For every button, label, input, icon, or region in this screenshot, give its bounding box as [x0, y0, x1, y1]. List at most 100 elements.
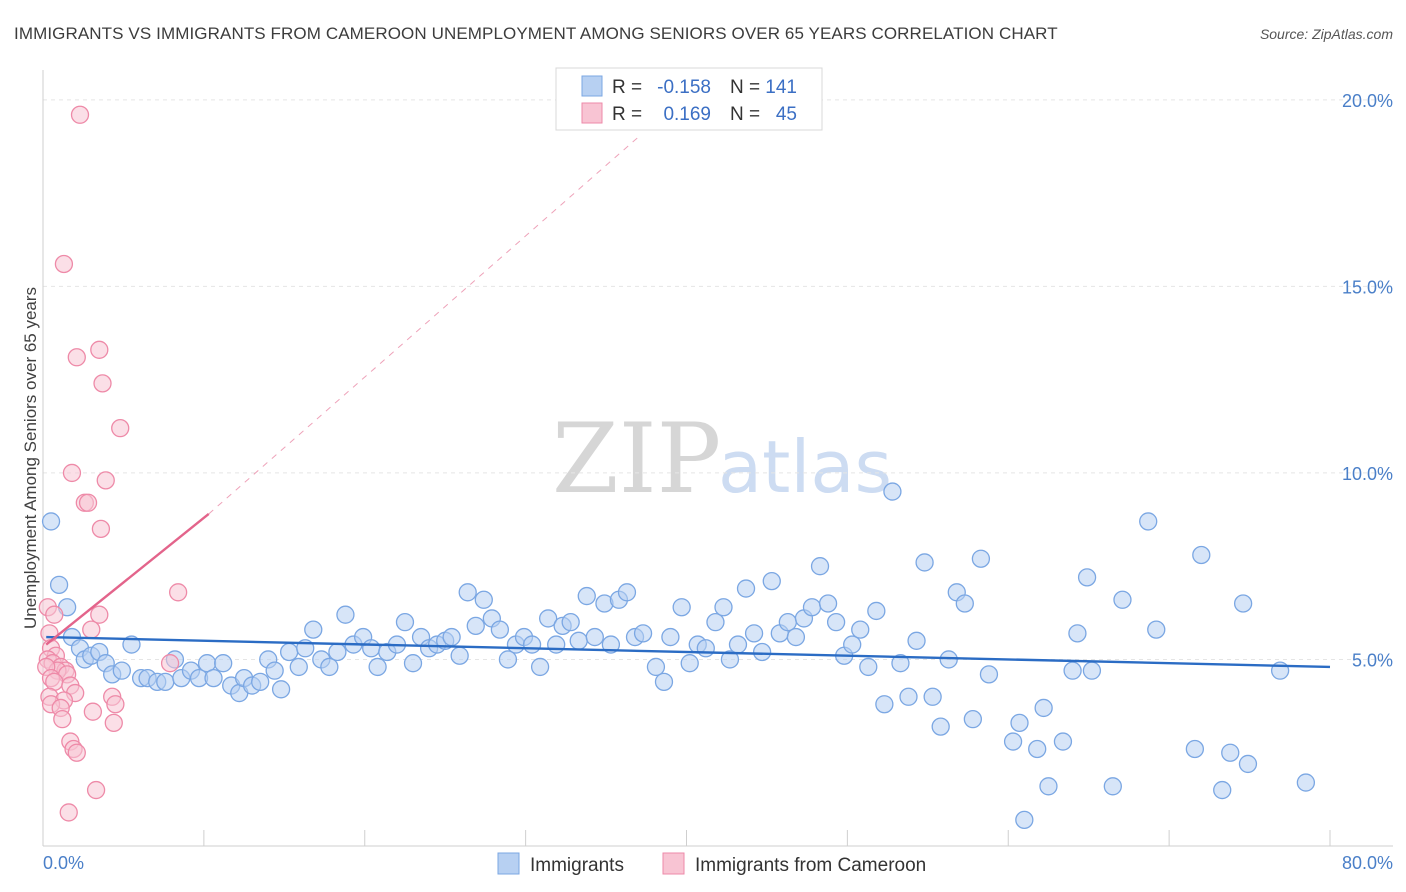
immigrants-point-1: [49, 575, 69, 594]
cameroon-point-42: [67, 743, 86, 762]
immigrants-point-85: [720, 650, 740, 669]
immigrants-point-55: [474, 590, 493, 609]
immigrants-point-15: [156, 672, 175, 691]
y-tick-label-5: 5.0%: [1352, 650, 1393, 670]
legend-r-value-cameroon: 0.169: [663, 104, 711, 125]
legend-r-value-immigrants: -0.158: [657, 77, 711, 98]
immigrants-point-117: [979, 665, 999, 684]
immigrants-point-53: [458, 583, 477, 602]
y-axis-label: Unemployment Among Seniors over 65 years: [21, 287, 40, 629]
immigrants-point-134: [1192, 545, 1211, 565]
cameroon-point-5: [111, 419, 130, 438]
immigrants-point-131: [1139, 512, 1158, 531]
immigrants-point-107: [899, 687, 918, 706]
immigrants-point-119: [1010, 713, 1029, 733]
immigrants-point-30: [271, 680, 291, 699]
immigrants-point-115: [963, 710, 983, 729]
cameroon-point-7: [96, 471, 115, 490]
x-axis-ticks: [42, 830, 1331, 846]
immigrants-point-126: [1068, 624, 1087, 643]
immigrants-point-31: [279, 642, 299, 662]
gridlines: [43, 99, 1393, 660]
y-tick-label-20: 20.0%: [1342, 91, 1393, 111]
immigrants-point-38: [336, 605, 355, 624]
immigrants-point-123: [1039, 777, 1058, 796]
immigrants-point-88: [744, 624, 764, 643]
immigrants-point-137: [1233, 594, 1253, 613]
immigrants-point-138: [1238, 754, 1258, 774]
immigrants-point-77: [654, 672, 674, 691]
immigrants-point-68: [577, 586, 596, 606]
immigrants-point-112: [939, 650, 958, 669]
immigrants-point-57: [490, 620, 510, 639]
cameroon-point-10: [91, 519, 111, 539]
x-tick-label-max: 80.0%: [1342, 853, 1393, 873]
immigrants-point-136: [1221, 743, 1240, 762]
immigrants-point-121: [1028, 739, 1047, 759]
immigrants-point-64: [547, 635, 566, 654]
immigrants-point-87: [736, 579, 756, 598]
immigrants-point-45: [395, 613, 415, 632]
immigrants-point-42: [368, 657, 387, 677]
immigrants-point-41: [362, 639, 381, 658]
immigrants-point-66: [561, 613, 580, 632]
immigrants-point-51: [442, 627, 461, 647]
immigrants-point-52: [450, 646, 469, 665]
immigrants-point-118: [1003, 732, 1023, 751]
immigrants-point-133: [1185, 739, 1205, 759]
immigrants-point-89: [752, 642, 772, 662]
immigrants-point-0: [41, 512, 61, 531]
cameroon-point-14: [90, 605, 109, 624]
immigrants-point-29: [265, 661, 284, 680]
immigrants-point-130: [1113, 590, 1132, 609]
immigrants-point-120: [1015, 810, 1034, 830]
legend-n-label-cameroon: N =: [730, 104, 760, 125]
immigrants-point-84: [714, 598, 733, 617]
immigrants-point-63: [538, 609, 558, 628]
chart-title: IMMIGRANTS VS IMMIGRANTS FROM CAMEROON U…: [14, 24, 1058, 43]
immigrants-point-96: [810, 557, 830, 576]
immigrants-point-101: [851, 620, 870, 639]
immigrants-point-106: [891, 654, 910, 673]
legend-n-value-immigrants: 141: [765, 77, 797, 98]
immigrants-point-75: [633, 624, 653, 643]
cameroon-point-2: [90, 340, 109, 359]
immigrants-point-100: [843, 635, 862, 654]
series-legend: Immigrants Immigrants from Cameroon: [497, 852, 926, 876]
watermark-atlas: atlas: [718, 425, 892, 509]
immigrants-point-80: [680, 654, 699, 673]
legend-n-value-cameroon: 45: [776, 104, 797, 125]
immigrants-trend-line: [46, 635, 1331, 669]
cameroon-point-0: [70, 105, 90, 124]
series-legend-swatch-immigrants: [497, 852, 520, 875]
cameroon-point-1: [54, 254, 74, 274]
immigrants-point-83: [706, 613, 725, 632]
series-legend-swatch-cameroon: [662, 852, 685, 875]
y-tick-labels: 5.0% 10.0% 15.0% 20.0%: [1342, 91, 1393, 671]
y-tick-label-15: 15.0%: [1342, 277, 1393, 297]
immigrants-point-82: [696, 639, 715, 658]
cameroon-point-38: [53, 710, 72, 729]
series-legend-label-cameroon: Immigrants from Cameroon: [695, 855, 926, 876]
immigrants-point-73: [617, 583, 637, 602]
immigrants-point-135: [1213, 780, 1232, 800]
immigrants-point-54: [466, 616, 485, 636]
immigrants-point-92: [778, 613, 798, 632]
immigrants-point-86: [728, 635, 748, 654]
cameroon-point-6: [62, 463, 82, 483]
cameroon-point-26: [160, 654, 180, 673]
cameroon-trend-line: [45, 513, 210, 646]
immigrants-point-62: [530, 657, 550, 677]
cameroon-point-43: [86, 780, 106, 800]
immigrants-point-140: [1296, 773, 1316, 792]
stats-legend: R = -0.158 N = 141 R = 0.169 N = 45: [555, 67, 823, 131]
cameroon-point-13: [45, 605, 64, 624]
immigrants-point-71: [601, 635, 621, 654]
immigrants-point-97: [818, 594, 838, 613]
immigrants-point-109: [915, 553, 934, 572]
immigrants-point-105: [883, 482, 902, 501]
immigrants-point-61: [522, 635, 542, 654]
immigrants-point-46: [403, 654, 423, 673]
series-legend-label-immigrants: Immigrants: [530, 855, 624, 876]
immigrants-point-93: [786, 627, 806, 647]
